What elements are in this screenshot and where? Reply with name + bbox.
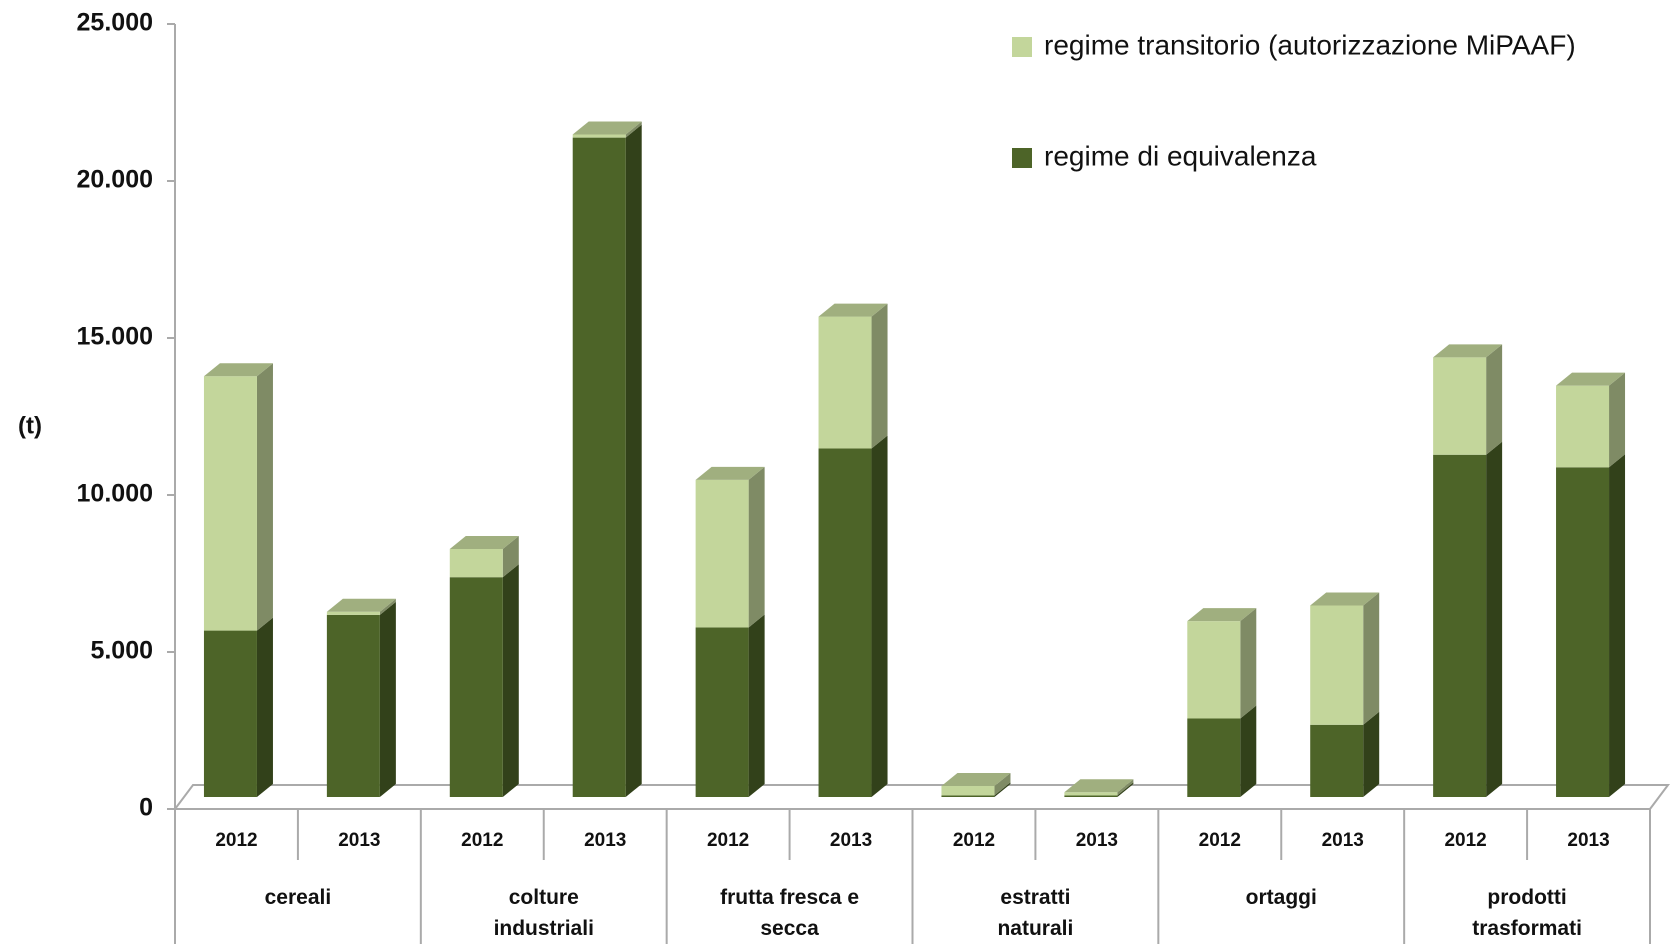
- bar-side: [1117, 779, 1134, 796]
- x-tick-label: 2012: [707, 830, 749, 851]
- x-tick-label: 2012: [1444, 830, 1486, 851]
- bar-top: [326, 598, 396, 612]
- x-tick-label: 2013: [1567, 830, 1609, 851]
- bar-top: [818, 303, 888, 317]
- y-tick-label: 20.000: [77, 166, 153, 194]
- bar-segment: [1064, 795, 1118, 797]
- x-tick-label: 2012: [1199, 830, 1241, 851]
- bar-segment: [203, 630, 257, 797]
- bar-side: [625, 124, 642, 798]
- bar-side: [1363, 711, 1380, 797]
- x-tick-label: 2012: [953, 830, 995, 851]
- x-tick-label: 2012: [215, 830, 257, 851]
- y-tick-label: 10.000: [77, 480, 153, 508]
- bar-side: [748, 614, 765, 797]
- bar-segment: [1187, 718, 1241, 797]
- bar-segment: [1064, 792, 1118, 796]
- bar-top: [1064, 779, 1134, 793]
- bar-segment: [326, 614, 380, 797]
- bar-segment: [203, 376, 257, 631]
- bar-segment: [695, 627, 749, 797]
- group-label: colture industriali: [493, 886, 594, 940]
- group-label: frutta fresca e secca: [720, 886, 860, 940]
- bar-side: [256, 617, 273, 797]
- bar-segment: [1556, 385, 1610, 468]
- y-tick-label: 5.000: [90, 637, 153, 665]
- bar-segment: [449, 548, 503, 578]
- bar-side: [994, 773, 1011, 796]
- legend-label: regime transitorio (autorizzazione MiPAA…: [1044, 29, 1576, 60]
- legend-swatch: [1012, 148, 1032, 168]
- bar-side: [871, 303, 888, 449]
- bar-top: [1310, 592, 1380, 606]
- y-axis-label: (t): [18, 412, 42, 439]
- bar-side: [1486, 344, 1503, 455]
- bar-side: [748, 466, 765, 628]
- bar-side: [256, 363, 273, 631]
- legend-swatch: [1012, 37, 1032, 57]
- bar-segment: [449, 577, 503, 797]
- bar-side: [1240, 705, 1257, 797]
- bar-top: [1433, 344, 1503, 358]
- bar-side: [625, 121, 642, 138]
- bar-segment: [1187, 621, 1241, 719]
- bar-side: [994, 782, 1011, 797]
- bar-side: [502, 535, 519, 578]
- bar-side: [1609, 454, 1626, 797]
- x-tick-label: 2013: [338, 830, 380, 851]
- bar-segment: [941, 795, 995, 797]
- bar-segment: [941, 786, 995, 796]
- y-tick-label: 0: [139, 794, 153, 822]
- bar-top: [695, 466, 765, 480]
- bar-segment: [1556, 467, 1610, 797]
- bar-segment: [695, 479, 749, 628]
- bar-side: [1240, 608, 1257, 719]
- y-tick-label: 15.000: [77, 323, 153, 351]
- bar-segment: [818, 316, 872, 449]
- bar-side: [1117, 782, 1134, 797]
- x-tick-label: 2013: [1076, 830, 1118, 851]
- bar-segment: [1310, 724, 1364, 797]
- bar-side: [1486, 441, 1503, 797]
- y-tick-label: 25.000: [77, 9, 153, 37]
- bar-segment: [326, 611, 380, 615]
- x-tick-label: 2013: [584, 830, 626, 851]
- bar-top: [1556, 372, 1626, 386]
- bar-side: [1363, 592, 1380, 725]
- bar-side: [1609, 372, 1626, 468]
- bar-side: [379, 598, 396, 615]
- bar-segment: [1433, 357, 1487, 455]
- bar-top: [941, 773, 1011, 787]
- group-label: prodotti trasformati: [1472, 886, 1582, 940]
- bar-segment: [572, 137, 626, 798]
- group-label: estratti naturali: [997, 886, 1074, 940]
- bar-side: [379, 601, 396, 797]
- legend-label: regime di equivalenza: [1044, 140, 1317, 171]
- group-label: cereali: [264, 886, 332, 909]
- x-tick-label: 2013: [1322, 830, 1364, 851]
- bar-top: [1187, 608, 1257, 622]
- bar-side: [502, 564, 519, 797]
- bar-segment: [572, 134, 626, 138]
- bar-side: [871, 435, 888, 797]
- bar-top: [449, 535, 519, 549]
- x-tick-label: 2013: [830, 830, 872, 851]
- bar-top: [572, 121, 642, 135]
- bar-segment: [1310, 605, 1364, 725]
- bar-segment: [1433, 454, 1487, 797]
- group-label: ortaggi: [1245, 886, 1317, 909]
- bar-segment: [818, 448, 872, 797]
- x-tick-label: 2012: [461, 830, 503, 851]
- bar-top: [203, 363, 273, 377]
